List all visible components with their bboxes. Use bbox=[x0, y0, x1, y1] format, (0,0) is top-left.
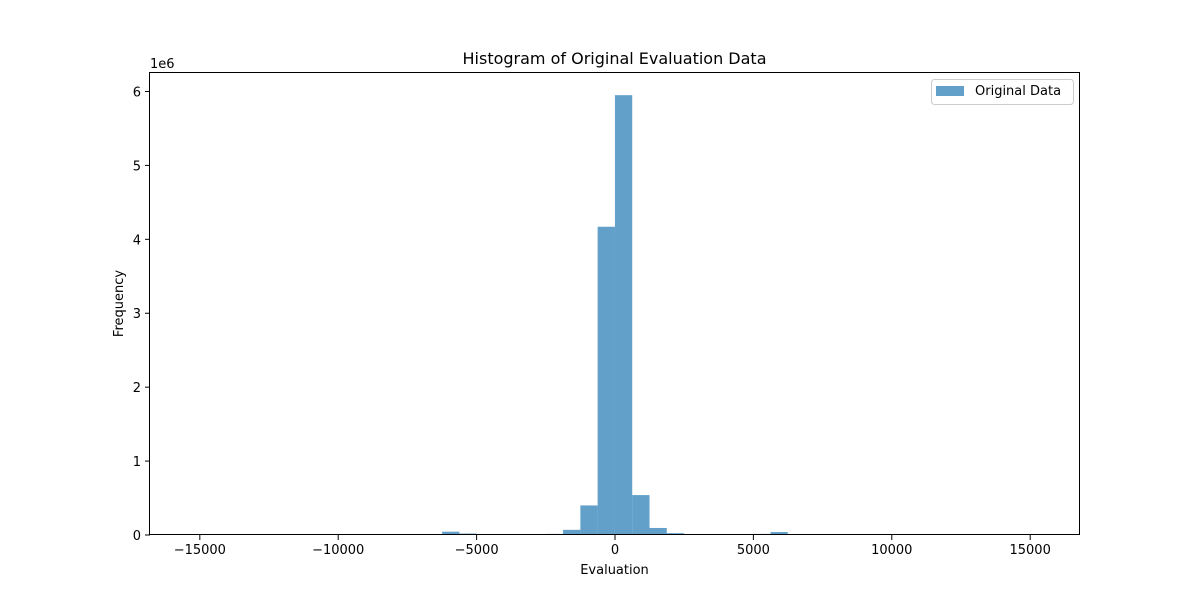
bars-group bbox=[407, 95, 823, 536]
y-offset-label: 1e6 bbox=[150, 57, 175, 72]
y-tick-label: 3 bbox=[133, 307, 141, 322]
legend: Original Data bbox=[931, 79, 1074, 105]
y-axis-title: Frequency bbox=[112, 270, 127, 337]
histogram-bar bbox=[442, 531, 460, 535]
histogram-bar bbox=[770, 532, 788, 535]
x-tick-label: 5000 bbox=[737, 543, 770, 558]
y-tick-label: 5 bbox=[133, 159, 141, 174]
y-tick-label: 2 bbox=[133, 381, 141, 396]
x-tick-label: 10000 bbox=[871, 543, 912, 558]
legend-label: Original Data bbox=[975, 84, 1061, 99]
histogram-bar bbox=[649, 527, 667, 535]
x-axis: −15000 −10000 −5000 0 5000 10000 15000 bbox=[174, 535, 1051, 558]
histogram-bar bbox=[597, 226, 615, 535]
y-tick-label: 6 bbox=[133, 85, 141, 100]
x-tick-label: 0 bbox=[611, 543, 619, 558]
y-tick-label: 0 bbox=[133, 529, 141, 544]
y-tick-label: 4 bbox=[133, 233, 141, 248]
histogram-bar bbox=[614, 95, 633, 536]
histogram-bar bbox=[580, 505, 598, 535]
y-tick-label: 1 bbox=[133, 455, 141, 470]
legend-swatch bbox=[936, 86, 964, 96]
x-axis-title: Evaluation bbox=[580, 563, 649, 578]
x-tick-label: −5000 bbox=[455, 543, 499, 558]
x-tick-label: −10000 bbox=[312, 543, 364, 558]
chart-title: Histogram of Original Evaluation Data bbox=[463, 49, 767, 68]
histogram-bar bbox=[563, 529, 581, 535]
x-tick-label: 15000 bbox=[1009, 543, 1050, 558]
histogram-bar bbox=[632, 495, 650, 535]
x-tick-label: −15000 bbox=[174, 543, 226, 558]
y-axis: 0 1 2 3 4 5 6 bbox=[133, 85, 150, 544]
plot-frame bbox=[149, 72, 1080, 535]
legend-frame bbox=[931, 79, 1074, 105]
